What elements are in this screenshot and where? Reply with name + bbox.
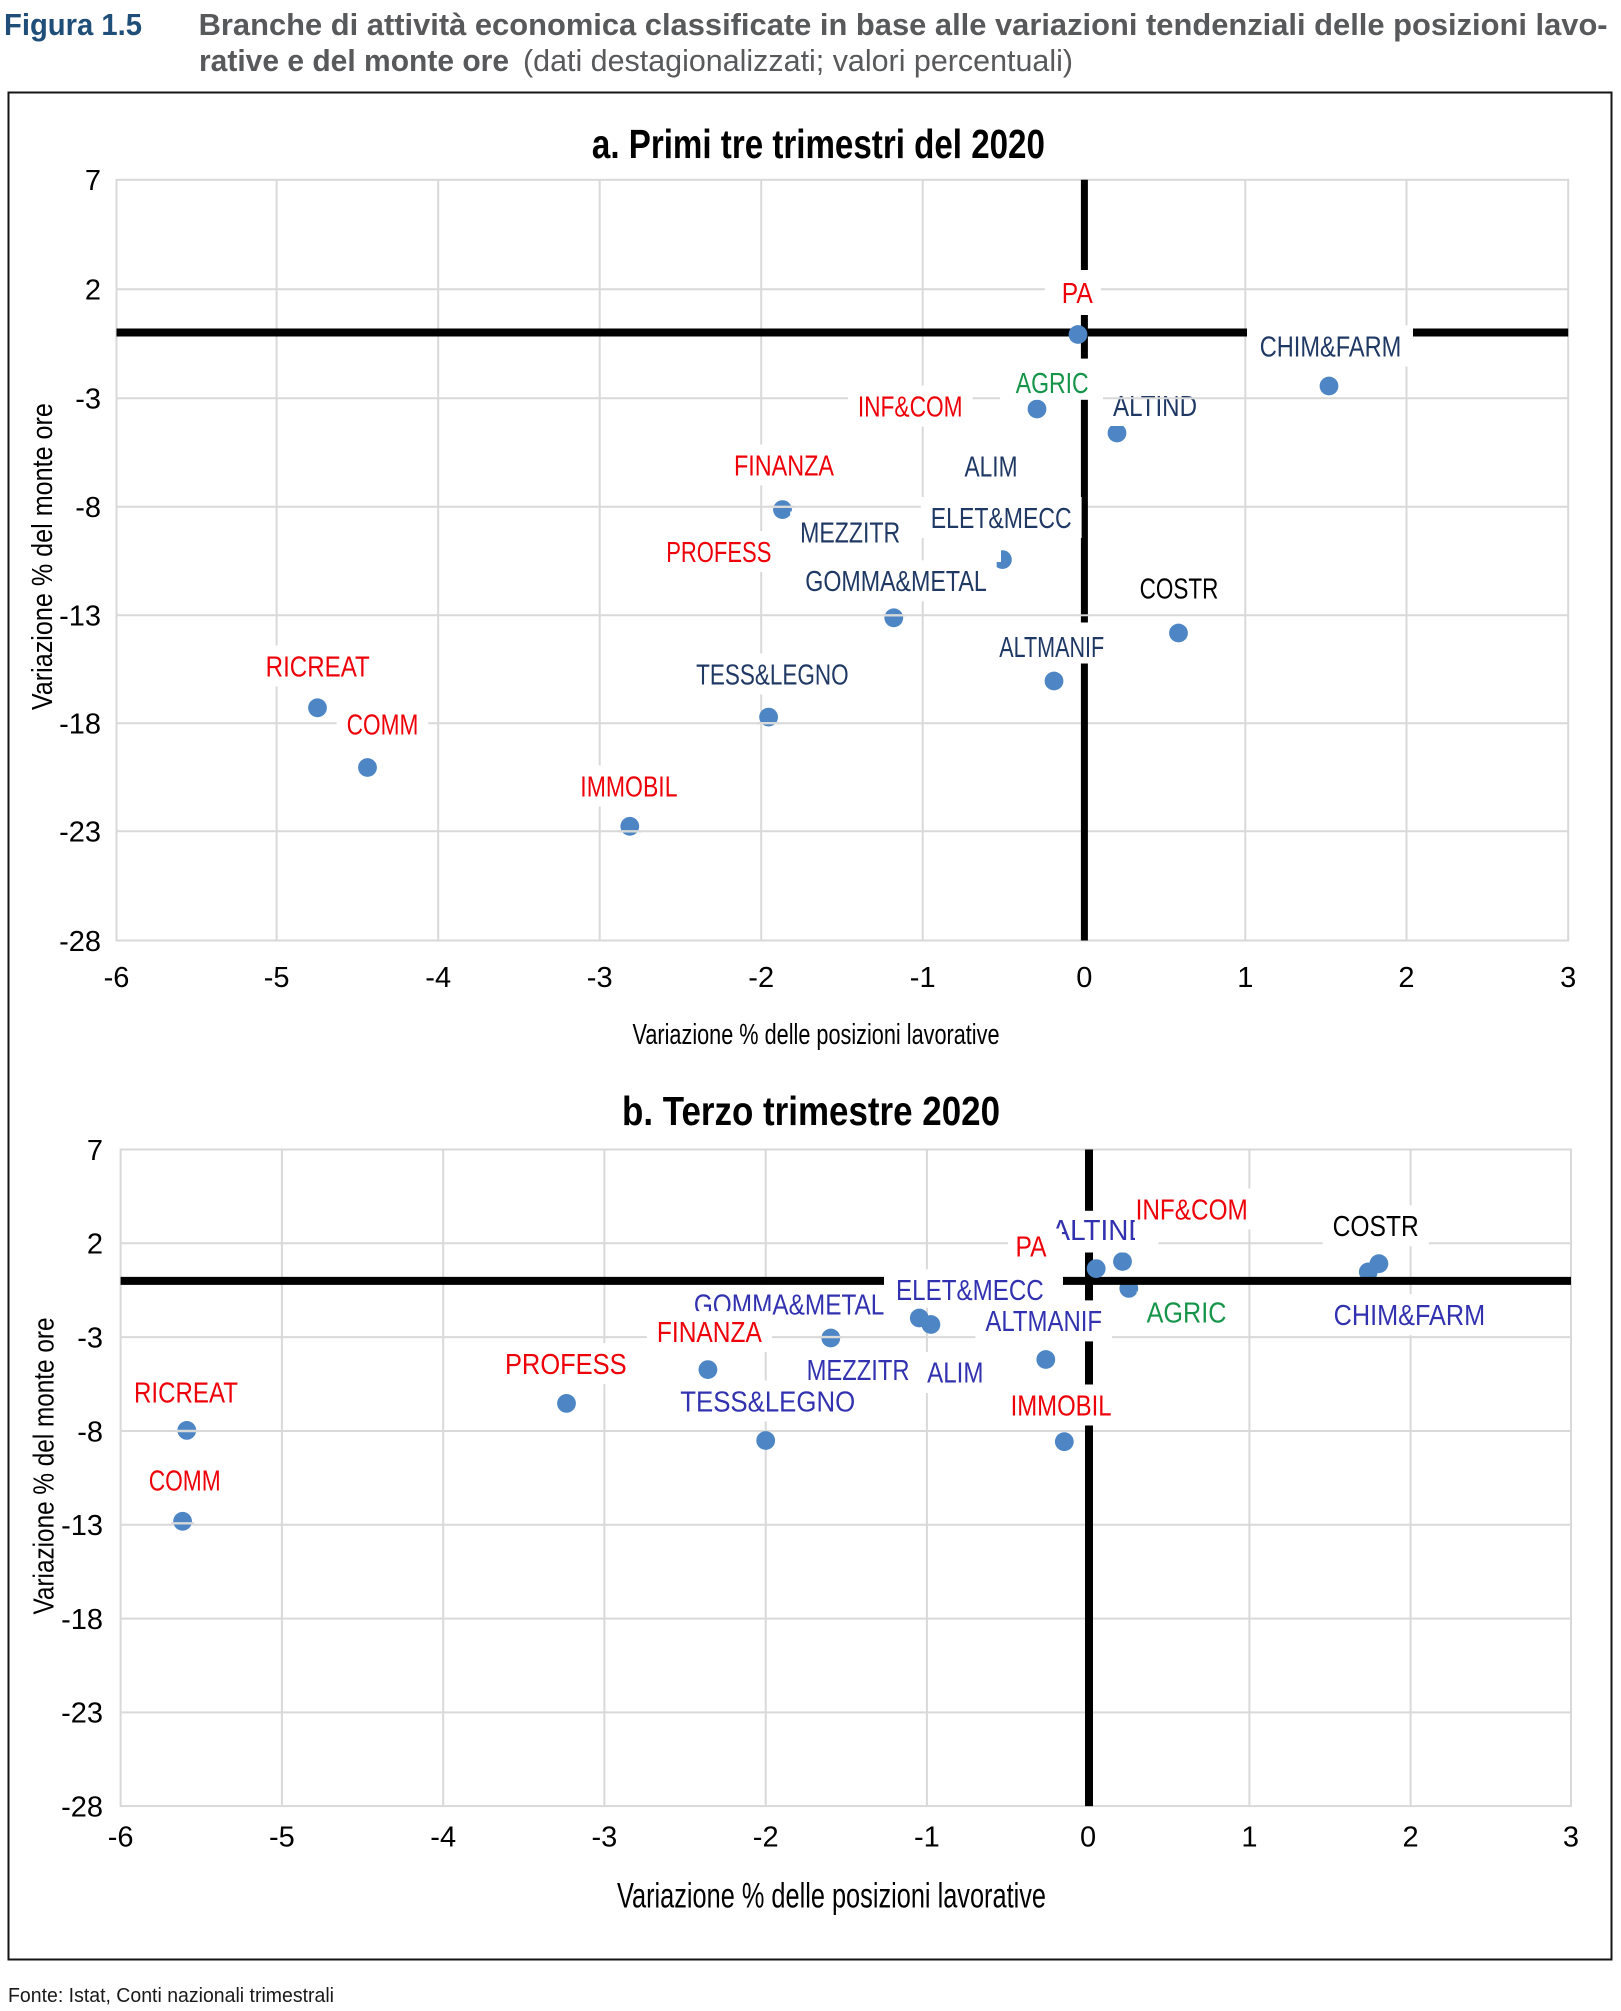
svg-text:-5: -5 — [269, 1821, 295, 1853]
svg-text:Variazione % del monte ore: Variazione % del monte ore — [27, 403, 59, 710]
svg-text:(dati destagionalizzati; valor: (dati destagionalizzati; valori percentu… — [523, 43, 1073, 78]
svg-text:2: 2 — [85, 275, 101, 307]
svg-text:MEZZITR: MEZZITR — [800, 517, 900, 549]
svg-text:-6: -6 — [104, 962, 130, 994]
svg-text:-3: -3 — [592, 1821, 618, 1853]
svg-text:-2: -2 — [753, 1821, 779, 1853]
svg-text:ALTIND: ALTIND — [1113, 391, 1197, 423]
svg-text:-28: -28 — [59, 926, 101, 958]
svg-text:3: 3 — [1563, 1821, 1579, 1853]
svg-text:IMMOBIL: IMMOBIL — [580, 771, 677, 803]
svg-text:ALTMANIF: ALTMANIF — [999, 632, 1104, 664]
svg-text:COSTR: COSTR — [1140, 574, 1219, 606]
svg-text:-23: -23 — [59, 817, 101, 849]
svg-text:Branche di attività economica: Branche di attività economica classifica… — [199, 7, 1608, 42]
svg-text:7: 7 — [87, 1135, 103, 1167]
svg-text:TESS&LEGNO: TESS&LEGNO — [680, 1386, 855, 1418]
svg-text:rative e del monte ore: rative e del monte ore — [199, 43, 509, 78]
svg-text:Variazione % del monte ore: Variazione % del monte ore — [28, 1318, 60, 1615]
svg-text:IMMOBIL: IMMOBIL — [1011, 1390, 1112, 1422]
svg-text:2: 2 — [1398, 962, 1414, 994]
svg-text:PROFESS: PROFESS — [666, 537, 771, 569]
svg-text:0: 0 — [1076, 962, 1092, 994]
svg-text:-3: -3 — [77, 1322, 103, 1354]
svg-text:ALIM: ALIM — [927, 1358, 983, 1390]
svg-text:-23: -23 — [61, 1698, 103, 1730]
svg-text:Fonte: Istat, Conti nazionali: Fonte: Istat, Conti nazionali trimestral… — [8, 1985, 334, 2007]
svg-text:ELET&MECC: ELET&MECC — [931, 503, 1072, 535]
svg-text:GOMMA&METAL: GOMMA&METAL — [805, 566, 987, 598]
svg-text:CHIM&FARM: CHIM&FARM — [1334, 1300, 1486, 1332]
svg-text:2: 2 — [1403, 1821, 1419, 1853]
svg-text:INF&COM: INF&COM — [1136, 1194, 1248, 1226]
svg-text:-1: -1 — [910, 962, 936, 994]
svg-text:2: 2 — [87, 1229, 103, 1261]
svg-text:-18: -18 — [59, 709, 101, 741]
svg-text:-8: -8 — [75, 492, 101, 524]
svg-text:RICREAT: RICREAT — [134, 1377, 238, 1409]
svg-text:-3: -3 — [587, 962, 613, 994]
svg-text:COSTR: COSTR — [1333, 1211, 1419, 1243]
svg-text:RICREAT: RICREAT — [266, 651, 370, 683]
svg-text:PA: PA — [1016, 1231, 1048, 1263]
svg-text:ALTIND: ALTIND — [1052, 1215, 1149, 1247]
svg-text:b. Terzo trimestre 2020: b. Terzo trimestre 2020 — [622, 1088, 1000, 1134]
svg-text:-6: -6 — [108, 1821, 134, 1853]
svg-text:3: 3 — [1560, 962, 1576, 994]
svg-text:FINANZA: FINANZA — [734, 450, 835, 482]
svg-text:TESS&LEGNO: TESS&LEGNO — [696, 659, 849, 691]
svg-text:-28: -28 — [61, 1791, 103, 1823]
svg-text:1: 1 — [1237, 962, 1253, 994]
svg-text:PROFESS: PROFESS — [505, 1349, 627, 1381]
svg-text:7: 7 — [85, 165, 101, 197]
svg-text:Variazione % delle posizioni l: Variazione % delle posizioni lavorative — [633, 1019, 1000, 1051]
svg-text:-5: -5 — [264, 962, 290, 994]
svg-text:0: 0 — [1080, 1821, 1096, 1853]
svg-text:-13: -13 — [61, 1510, 103, 1542]
svg-text:-8: -8 — [77, 1416, 103, 1448]
svg-text:-3: -3 — [75, 384, 101, 416]
svg-text:ALTMANIF: ALTMANIF — [985, 1306, 1102, 1338]
svg-text:COMM: COMM — [347, 709, 419, 741]
svg-text:COMM: COMM — [149, 1465, 221, 1497]
svg-text:-1: -1 — [914, 1821, 940, 1853]
svg-text:Figura 1.5: Figura 1.5 — [4, 7, 142, 42]
svg-text:1: 1 — [1241, 1821, 1257, 1853]
svg-text:ALIM: ALIM — [965, 452, 1018, 484]
svg-text:AGRIC: AGRIC — [1016, 368, 1089, 400]
svg-text:FINANZA: FINANZA — [657, 1317, 763, 1349]
svg-text:a. Primi tre trimestri del 202: a. Primi tre trimestri del 2020 — [592, 121, 1045, 167]
svg-text:CHIM&FARM: CHIM&FARM — [1260, 331, 1402, 363]
svg-text:-18: -18 — [61, 1604, 103, 1636]
svg-text:Variazione % delle posizioni l: Variazione % delle posizioni lavorative — [617, 1877, 1046, 1916]
svg-text:-4: -4 — [425, 962, 451, 994]
svg-text:AGRIC: AGRIC — [1147, 1298, 1227, 1330]
svg-text:-13: -13 — [59, 601, 101, 633]
svg-text:-2: -2 — [748, 962, 774, 994]
svg-text:INF&COM: INF&COM — [858, 391, 963, 423]
svg-text:-4: -4 — [430, 1821, 456, 1853]
svg-text:PA: PA — [1062, 278, 1094, 310]
